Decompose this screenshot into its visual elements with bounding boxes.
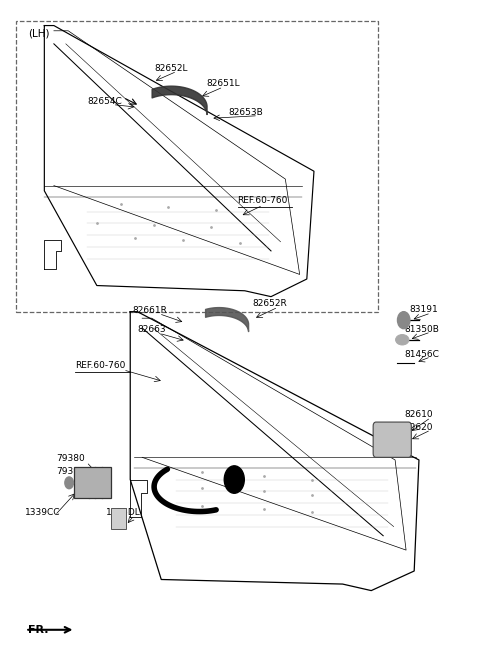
Text: 82653B: 82653B xyxy=(228,108,263,117)
Text: 83191: 83191 xyxy=(409,305,438,314)
FancyBboxPatch shape xyxy=(373,422,411,457)
Text: 82652R: 82652R xyxy=(252,298,287,308)
Ellipse shape xyxy=(396,335,409,345)
Text: 79390: 79390 xyxy=(56,467,85,476)
Circle shape xyxy=(397,312,410,329)
Text: 1339CC: 1339CC xyxy=(25,508,61,517)
Text: 82651L: 82651L xyxy=(206,79,240,87)
Circle shape xyxy=(65,477,73,489)
Text: 82652L: 82652L xyxy=(154,64,188,73)
Text: 82654C: 82654C xyxy=(87,97,122,106)
Text: 82663: 82663 xyxy=(137,325,166,335)
Text: 79380: 79380 xyxy=(56,454,85,463)
Bar xyxy=(16,21,378,312)
Text: 81456C: 81456C xyxy=(405,350,440,359)
Circle shape xyxy=(224,466,244,493)
FancyBboxPatch shape xyxy=(111,508,126,529)
Text: 82610: 82610 xyxy=(405,410,433,419)
Text: FR.: FR. xyxy=(28,625,48,635)
Text: 1125DL: 1125DL xyxy=(107,508,141,517)
Text: 81350B: 81350B xyxy=(405,325,440,334)
FancyBboxPatch shape xyxy=(74,467,111,499)
Text: (LH): (LH) xyxy=(28,29,49,39)
Text: REF.60-760: REF.60-760 xyxy=(75,361,126,371)
Text: REF.60-760: REF.60-760 xyxy=(238,196,288,205)
Text: 82661R: 82661R xyxy=(132,306,168,315)
Text: 82620: 82620 xyxy=(405,422,433,432)
